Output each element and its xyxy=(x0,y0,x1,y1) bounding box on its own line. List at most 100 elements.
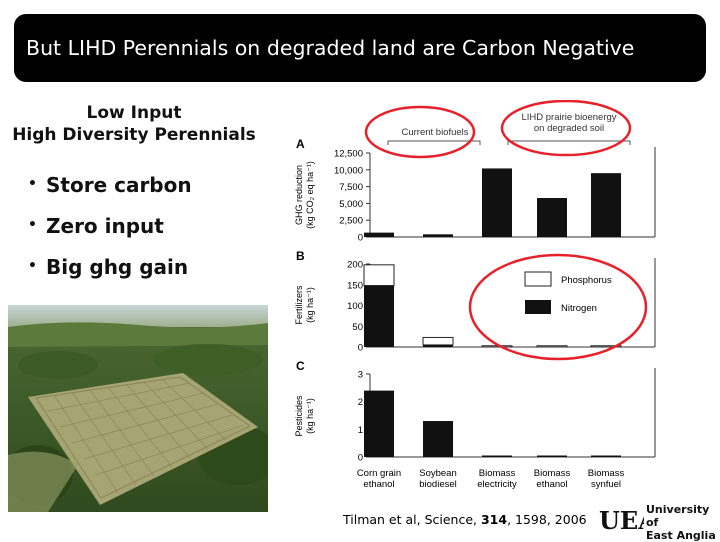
y-tick-label: 10,000 xyxy=(334,165,363,176)
x-tick-label-line: Biomass xyxy=(534,468,571,479)
x-tick-label: Biomass synfuel xyxy=(588,468,625,490)
bullet-icon: • xyxy=(28,217,37,233)
logo-line-2: East Anglia xyxy=(646,529,716,542)
bar xyxy=(537,198,567,237)
x-tick-label-line: ethanol xyxy=(536,479,567,490)
x-tick-label: Biomass ethanol xyxy=(534,468,571,490)
highlight-circle-current-biofuels xyxy=(364,105,476,159)
legend-label: Nitrogen xyxy=(561,303,597,314)
legend-label: Phosphorus xyxy=(561,275,612,286)
group-label-line: LIHD prairie bioenergy xyxy=(521,112,616,123)
aerial-field-photo xyxy=(8,305,268,512)
y-axis-label-line: (kg ha⁻¹) xyxy=(305,287,315,323)
bar xyxy=(591,455,621,457)
citation: Tilman et al, Science, 314, 1598, 2006 xyxy=(343,512,587,527)
bar xyxy=(364,232,394,237)
panel-letter: A xyxy=(296,137,305,151)
chart-panel-a: A GHG reduction(kg CO₂ eq ha⁻¹) 12,500 10,0… xyxy=(294,137,656,244)
bar-phosphorus xyxy=(536,345,568,348)
slide-title: But LIHD Perennials on degraded land are… xyxy=(26,36,635,60)
y-tick-label: 0 xyxy=(358,343,363,354)
y-tick-label: 200 xyxy=(347,260,363,271)
x-tick-label: Soybean biodiesel xyxy=(419,468,457,490)
x-tick-label-line: Soybean xyxy=(419,468,457,479)
bar-phosphorus xyxy=(363,264,395,287)
bar xyxy=(482,455,512,457)
chart-panel-c: C Pesticides(kg ha⁻¹) 3 2 1 0 xyxy=(294,359,656,464)
bullet-list: • Store carbon • Zero input • Big ghg gain xyxy=(28,165,192,288)
field-photo-image xyxy=(8,305,268,512)
y-tick-label: 12,500 xyxy=(334,149,363,160)
title-bar: But LIHD Perennials on degraded land are… xyxy=(14,14,706,82)
y-tick-label: 7,500 xyxy=(339,182,363,193)
panel-letter: B xyxy=(296,249,305,263)
bar xyxy=(423,421,453,457)
highlight-circle-fertilizers xyxy=(468,253,648,361)
x-tick-label-line: Biomass xyxy=(588,468,625,479)
group-bracket-lihd xyxy=(507,140,631,145)
x-tick-label: Biomass electricity xyxy=(477,468,517,490)
legend-swatch-phosphorus xyxy=(524,271,552,287)
bar-phosphorus xyxy=(590,345,622,348)
y-tick-label: 2,500 xyxy=(339,216,363,227)
y-tick-label: 50 xyxy=(352,322,363,333)
bar xyxy=(482,168,512,237)
bar-nitrogen xyxy=(423,344,453,347)
uea-logo-mark: UEA xyxy=(599,506,657,535)
group-label-current: Current biofuels xyxy=(401,127,468,138)
y-axis-label-line: (kg CO₂ eq ha⁻¹) xyxy=(305,161,315,229)
highlight-circle-lihd xyxy=(500,99,632,157)
uea-letters: UEA xyxy=(599,506,644,535)
biofuel-figure: A GHG reduction(kg CO₂ eq ha⁻¹) 12,500 10,0… xyxy=(290,99,720,512)
y-axis-label-line: GHG reduction xyxy=(294,165,304,225)
subtitle-line-2: High Diversity Perennials xyxy=(12,125,256,145)
group-label-line: on degraded soil xyxy=(534,123,604,134)
y-tick-label: 3 xyxy=(358,370,363,381)
x-tick-label: Corn grain ethanol xyxy=(357,468,401,490)
x-tick-label-line: ethanol xyxy=(363,479,394,490)
logo-line-1: University of xyxy=(646,503,710,529)
citation-prefix: Tilman et al, Science, xyxy=(343,512,481,527)
y-tick-label: 0 xyxy=(358,233,363,244)
y-axis-label: GHG reduction(kg CO₂ eq ha⁻¹) xyxy=(294,161,315,229)
y-axis-label: Pesticides(kg ha⁻¹) xyxy=(294,395,315,437)
chart-panel-b: B Fertilizers(kg ha⁻¹) 200 150 100 50 0 Phospho… xyxy=(294,249,656,354)
bullet-text: Zero input xyxy=(46,214,164,238)
bar xyxy=(423,234,453,237)
y-tick-label: 0 xyxy=(358,453,363,464)
citation-suffix: , 1598, 2006 xyxy=(507,512,587,527)
y-tick-label: 150 xyxy=(347,280,363,291)
bullet-text: Big ghg gain xyxy=(46,255,189,279)
x-tick-label-line: biodiesel xyxy=(419,479,457,490)
bullet-item: • Store carbon xyxy=(28,165,192,206)
x-tick-label-line: Corn grain xyxy=(357,468,401,479)
y-axis-label-line: Pesticides xyxy=(294,395,304,437)
subtitle-line-1: Low Input xyxy=(86,103,182,123)
y-tick-label: 2 xyxy=(358,397,363,408)
y-tick-label: 100 xyxy=(347,301,363,312)
subtitle: Low Input High Diversity Perennials xyxy=(0,102,268,146)
y-tick-label: 1 xyxy=(358,425,363,436)
citation-volume: 314 xyxy=(480,512,508,527)
bar xyxy=(537,455,567,457)
legend-swatch-nitrogen xyxy=(525,300,551,314)
bullet-text: Store carbon xyxy=(46,173,192,197)
x-tick-label-line: electricity xyxy=(477,479,517,490)
bullet-icon: • xyxy=(28,176,37,192)
bar-phosphorus xyxy=(422,336,454,346)
bar-nitrogen xyxy=(364,285,394,347)
university-logo: UEA University of East Anglia xyxy=(598,502,716,542)
bar-phosphorus xyxy=(481,345,513,348)
bar xyxy=(591,173,621,237)
y-axis-label-line: (kg ha⁻¹) xyxy=(305,398,315,434)
y-axis-label-line: Fertilizers xyxy=(294,285,304,325)
bullet-item: • Big ghg gain xyxy=(28,247,192,288)
panel-letter: C xyxy=(296,359,305,373)
bar xyxy=(364,390,394,457)
logo-text: University of East Anglia xyxy=(646,503,716,542)
bullet-icon: • xyxy=(28,258,37,274)
y-tick-label: 5,000 xyxy=(339,199,363,210)
bullet-item: • Zero input xyxy=(28,206,192,247)
x-tick-label-line: Biomass xyxy=(479,468,516,479)
